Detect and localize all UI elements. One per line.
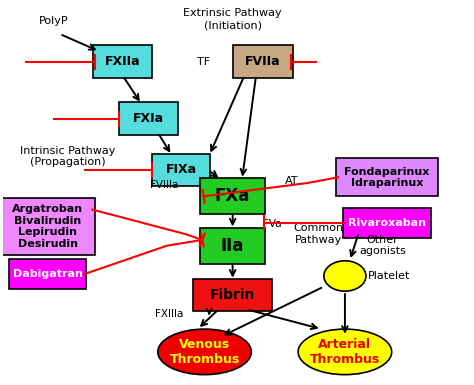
Text: PolyP: PolyP xyxy=(38,15,68,25)
Text: Common
Pathway: Common Pathway xyxy=(293,223,344,245)
Text: AT: AT xyxy=(285,176,298,186)
Text: TF: TF xyxy=(197,57,210,67)
Text: Arterial
Thrombus: Arterial Thrombus xyxy=(310,338,380,366)
FancyBboxPatch shape xyxy=(93,45,152,78)
Text: IIa: IIa xyxy=(221,237,244,254)
Text: Fibrin: Fibrin xyxy=(210,288,255,302)
Text: FIXa: FIXa xyxy=(165,163,197,176)
FancyBboxPatch shape xyxy=(152,154,210,186)
Text: Intrinsic Pathway
(Propagation): Intrinsic Pathway (Propagation) xyxy=(20,146,115,167)
Text: Platelet: Platelet xyxy=(368,271,410,281)
Text: Rivaroxaban: Rivaroxaban xyxy=(348,218,426,228)
Ellipse shape xyxy=(298,329,392,375)
Text: Extrinsic Pathway
(Initiation): Extrinsic Pathway (Initiation) xyxy=(183,8,282,30)
Text: FXIa: FXIa xyxy=(133,112,164,125)
FancyBboxPatch shape xyxy=(193,279,273,311)
FancyBboxPatch shape xyxy=(200,228,265,264)
Text: Other
agonists: Other agonists xyxy=(359,235,406,256)
Text: FVIIa: FVIIa xyxy=(245,55,281,68)
Text: FVa: FVa xyxy=(263,219,282,229)
FancyBboxPatch shape xyxy=(343,208,431,238)
FancyBboxPatch shape xyxy=(9,259,86,289)
Text: FXa: FXa xyxy=(215,187,250,205)
Ellipse shape xyxy=(158,329,251,375)
Text: FXIIIa: FXIIIa xyxy=(155,309,183,319)
Ellipse shape xyxy=(324,261,366,291)
FancyBboxPatch shape xyxy=(119,102,178,135)
FancyBboxPatch shape xyxy=(1,198,95,255)
FancyBboxPatch shape xyxy=(233,45,293,78)
Text: FVIIIa: FVIIIa xyxy=(150,180,179,190)
FancyBboxPatch shape xyxy=(200,178,265,214)
Text: Venous
Thrombus: Venous Thrombus xyxy=(170,338,240,366)
Text: Fondaparinux
Idraparinux: Fondaparinux Idraparinux xyxy=(344,167,430,188)
FancyBboxPatch shape xyxy=(336,158,438,196)
Text: FXIIa: FXIIa xyxy=(105,55,140,68)
Text: Dabigatran: Dabigatran xyxy=(13,269,83,279)
Text: Argatroban
Bivalirudin
Lepirudin
Desirudin: Argatroban Bivalirudin Lepirudin Desirud… xyxy=(12,204,83,249)
